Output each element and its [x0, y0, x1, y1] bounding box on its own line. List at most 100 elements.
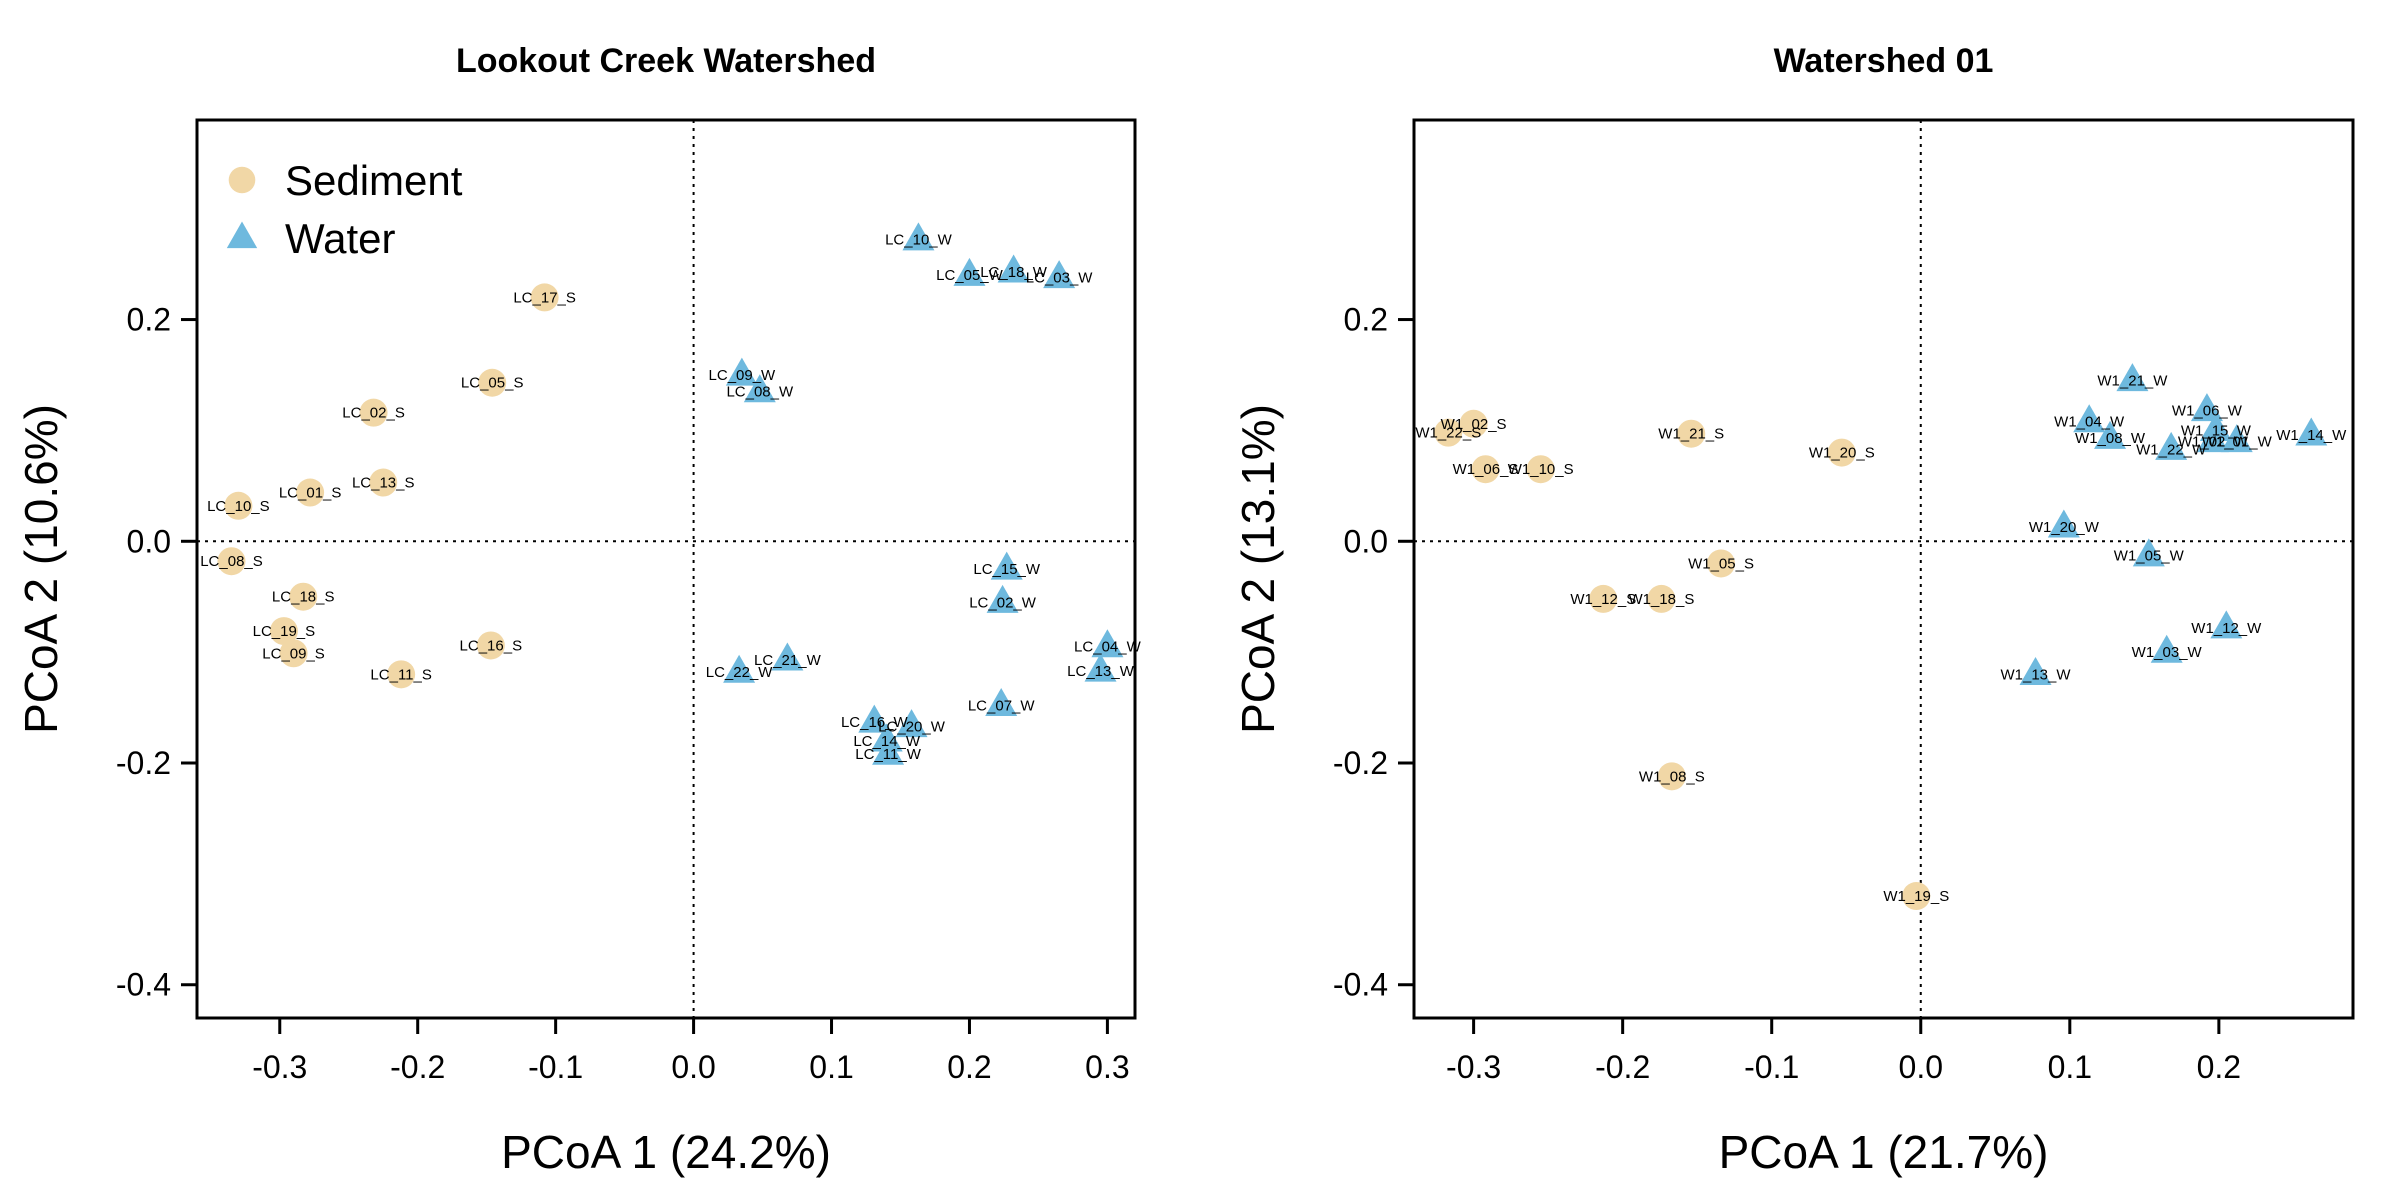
x-tick-label: 0.0	[671, 1049, 715, 1085]
point-label: LC_16_W	[841, 714, 909, 731]
point-label: W1_08_S	[1639, 768, 1705, 785]
sediment-point	[1677, 419, 1706, 448]
water-point	[997, 254, 1030, 283]
water-point	[2220, 424, 2253, 453]
point-label: W1_06_W	[2172, 402, 2243, 419]
marker-layer	[1434, 363, 2328, 911]
water-point	[2116, 363, 2149, 392]
sediment-point	[269, 617, 298, 646]
point-label: LC_05_W	[936, 267, 1004, 284]
point-label: LC_09_S	[262, 645, 325, 662]
point-label: W1_06_S	[1453, 461, 1519, 478]
water-point	[870, 723, 903, 752]
sediment-point	[1657, 762, 1686, 791]
point-label: LC_10_S	[207, 498, 270, 515]
y-tick-label: -0.4	[1333, 967, 1388, 1003]
legend-water-marker	[226, 221, 258, 249]
sediment-point	[1707, 549, 1736, 578]
sediment-point	[279, 639, 308, 668]
point-label: LC_10_W	[885, 232, 953, 249]
water-point	[2132, 538, 2165, 567]
point-label: LC_01_S	[279, 485, 342, 502]
point-label: LC_16_S	[460, 637, 523, 654]
sediment-point	[1647, 584, 1676, 613]
point-label: W1_02_W	[2178, 434, 2249, 451]
point-label: LC_19_S	[253, 623, 316, 640]
point-label: W1_15_W	[2181, 422, 2252, 439]
sediment-point	[369, 468, 398, 497]
point-label: LC_02_S	[342, 405, 405, 422]
legend-entry-label: Water	[285, 215, 395, 262]
sediment-point	[1526, 455, 1555, 484]
sediment-point	[359, 398, 388, 427]
sediment-point	[1434, 418, 1463, 447]
y-tick-label: 0.0	[127, 523, 171, 559]
water-point	[1084, 653, 1117, 682]
sediment-point	[476, 631, 505, 660]
point-label: W1_19_S	[1883, 888, 1949, 905]
plot-frame	[195, 118, 1137, 1020]
point-label: W1_04_W	[2054, 414, 2125, 431]
point-label: W1_13_W	[2001, 666, 2072, 683]
point-label: W1_21_S	[1658, 426, 1724, 443]
point-label: LC_09_W	[709, 367, 777, 384]
legend-entry-label: Sediment	[285, 157, 463, 204]
water-point	[725, 357, 758, 386]
sediment-point	[387, 660, 416, 689]
x-tick-label: 0.2	[947, 1049, 991, 1085]
point-label-layer: LC_17_S LC_05_S LC_02_S LC_13_S LC_01_S LC_10…	[200, 232, 1141, 763]
point-label: LC_22_W	[706, 664, 774, 681]
water-point	[2073, 404, 2106, 433]
water-point	[2196, 424, 2229, 453]
x-tick-label: 0.1	[2048, 1049, 2092, 1085]
point-label: LC_17_S	[513, 289, 576, 306]
x-axis-label: PCoA 1 (24.2%)	[501, 1126, 831, 1178]
chart-panel-2: Watershed 01 -0.3 -0.2 -0.1 0.0 0.1 0.2 -0.4 -0.…	[1232, 42, 2355, 1178]
chart-title: Watershed 01	[1774, 42, 1994, 80]
x-tick-label: -0.3	[1446, 1049, 1501, 1085]
water-point	[723, 654, 756, 683]
point-label: LC_21_W	[754, 652, 822, 669]
sediment-point	[530, 283, 559, 312]
point-label: LC_08_W	[726, 384, 794, 401]
y-tick-label: 0.2	[127, 302, 171, 338]
sediment-point	[224, 491, 253, 520]
x-tick-label: 0.2	[2197, 1049, 2241, 1085]
point-label: LC_18_S	[272, 589, 335, 606]
x-tick-label: -0.1	[528, 1049, 583, 1085]
point-label: W1_02_S	[1441, 416, 1507, 433]
point-label: W1_18_S	[1628, 591, 1694, 608]
legend-sediment-marker	[228, 166, 256, 194]
point-label: W1_05_S	[1688, 555, 1754, 572]
water-point	[872, 736, 905, 765]
water-point	[2155, 431, 2188, 460]
water-point	[2019, 656, 2052, 685]
water-point	[1043, 260, 1076, 289]
water-point	[2150, 634, 2183, 663]
point-label: LC_13_S	[352, 475, 415, 492]
point-label: LC_07_W	[968, 697, 1036, 714]
x-tick-label: -0.1	[1744, 1049, 1799, 1085]
water-point	[902, 222, 935, 251]
x-tick-label: -0.3	[252, 1049, 307, 1085]
water-point	[858, 704, 891, 733]
point-label: W1_22_S	[1415, 425, 1481, 442]
point-label: LC_14_W	[853, 733, 921, 750]
point-label: W1_21_W	[2097, 373, 2168, 390]
chart-panel-1: Lookout Creek Watershed -0.3 -0.2 -0.1 0.0 0.…	[15, 42, 1142, 1178]
sediment-point	[478, 368, 507, 397]
water-point	[743, 374, 776, 403]
marker-layer	[217, 222, 1124, 765]
sediment-point	[1902, 882, 1931, 911]
point-label: W1_08_W	[2075, 430, 2146, 447]
x-tick-label: 0.0	[1899, 1049, 1943, 1085]
water-point	[895, 709, 928, 738]
sediment-point	[1459, 409, 1488, 438]
y-tick-label: 0.0	[1344, 523, 1388, 559]
point-label: W1_14_W	[2276, 427, 2347, 444]
point-label: LC_05_S	[461, 375, 524, 392]
sediment-point	[289, 582, 318, 611]
plot-frame	[1412, 118, 2355, 1020]
water-point	[1091, 629, 1124, 658]
point-label: LC_13_W	[1067, 663, 1135, 680]
